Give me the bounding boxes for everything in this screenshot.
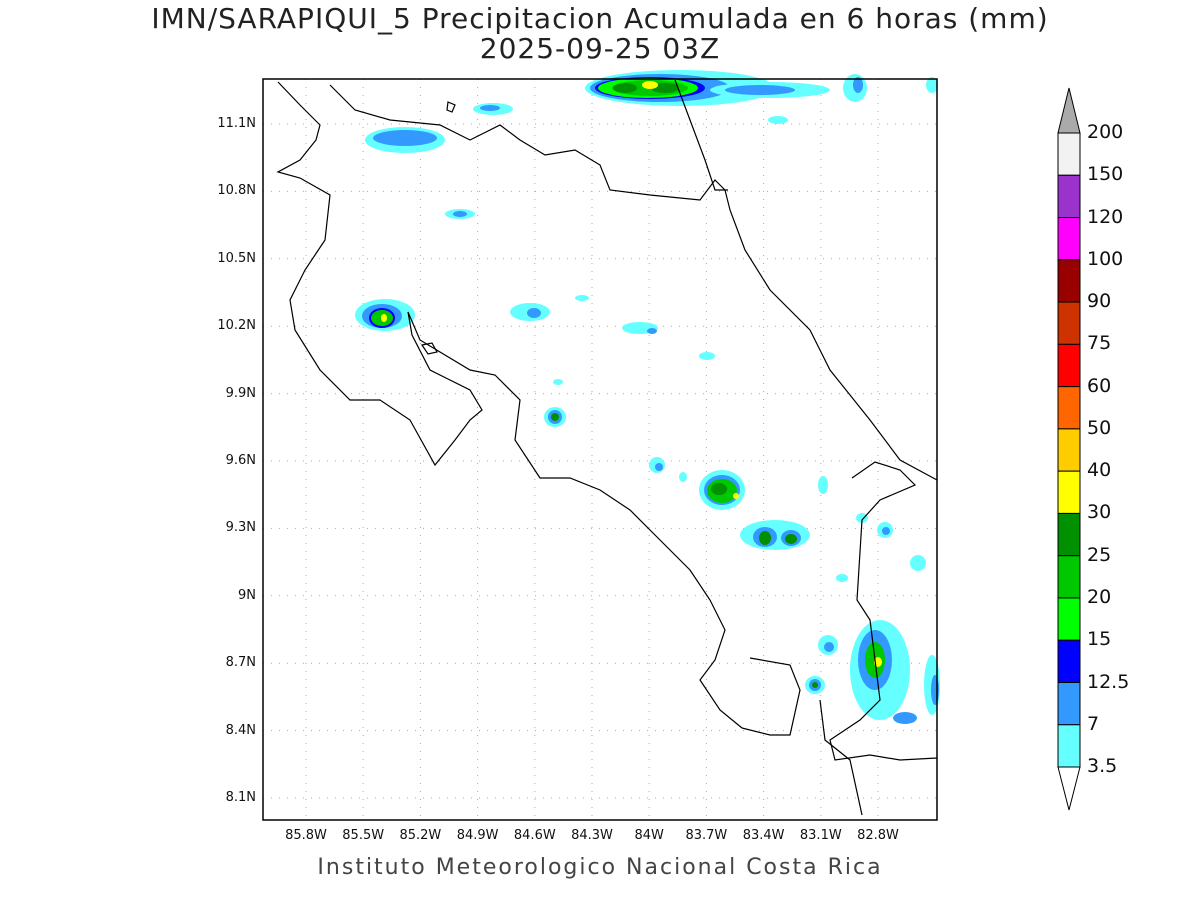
lon-tick-label: 85.5W — [342, 828, 385, 843]
colorbar-over-arrow — [1057, 87, 1081, 134]
colorbar-label: 60 — [1087, 374, 1112, 397]
map-frame — [262, 78, 938, 821]
lat-tick-label: 9.9N — [225, 385, 256, 401]
colorbar-swatch — [1057, 217, 1081, 261]
lon-tick-label: 82.8W — [857, 828, 899, 843]
colorbar-label: 100 — [1087, 247, 1124, 270]
gridlines — [263, 79, 937, 820]
lat-tick-label: 11.1N — [217, 116, 256, 131]
lat-tick-label: 8.7N — [225, 655, 256, 671]
colorbar-label: 20 — [1087, 585, 1112, 608]
colorbar-under-arrow — [1057, 766, 1081, 811]
colorbar-label: 50 — [1087, 416, 1112, 439]
lat-tick-label: 8.1N — [225, 790, 256, 805]
lat-tick-label: 9.6N — [225, 453, 256, 468]
map-title: IMN/SARAPIQUI_5 Precipitacion Acumulada … — [151, 2, 1049, 35]
lat-tick-label: 10.8N — [217, 183, 256, 199]
colorbar-label: 3.5 — [1087, 755, 1118, 778]
colorbar-label: 200 — [1087, 121, 1124, 143]
lon-tick-label: 83.1W — [799, 828, 842, 843]
colorbar-swatch — [1057, 174, 1081, 219]
colorbar — [1057, 87, 1081, 811]
colorbar-swatch — [1057, 132, 1081, 176]
colorbar-swatch — [1057, 343, 1081, 388]
lon-tick-label: 83.7W — [685, 828, 728, 843]
lon-tick-label: 84W — [634, 828, 664, 843]
lon-tick-label: 85.2W — [399, 828, 442, 843]
colorbar-label: 120 — [1087, 205, 1124, 228]
colorbar-swatch — [1057, 597, 1081, 641]
colorbar-label: 15 — [1087, 628, 1112, 651]
lon-tick-label: 83.4W — [742, 828, 785, 843]
colorbar-swatch — [1057, 639, 1081, 684]
colorbar-swatch — [1057, 512, 1081, 557]
colorbar-label: 40 — [1087, 459, 1112, 482]
lon-tick-label: 84.6W — [513, 828, 556, 843]
colorbar-swatch — [1057, 470, 1081, 514]
colorbar-label: 150 — [1087, 163, 1124, 186]
lat-tick-label: 9N — [238, 587, 256, 603]
colorbar-label: 90 — [1087, 290, 1112, 313]
colorbar-swatch — [1057, 555, 1081, 599]
colorbar-swatch — [1057, 724, 1081, 768]
lat-tick-label: 8.4N — [225, 722, 256, 738]
colorbar-label: 75 — [1087, 332, 1112, 355]
colorbar-label: 25 — [1087, 543, 1112, 566]
lat-tick-label: 10.2N — [217, 318, 256, 334]
lon-tick-label: 84.3W — [571, 828, 613, 843]
colorbar-swatch — [1057, 428, 1081, 472]
colorbar-label: 7 — [1087, 712, 1100, 735]
colorbar-label: 30 — [1087, 501, 1112, 524]
lon-tick-label: 85.8W — [285, 828, 327, 843]
map-datetime: 2025-09-25 03Z — [479, 32, 721, 65]
colorbar-swatch — [1057, 301, 1081, 345]
colorbar-swatch — [1057, 259, 1081, 303]
colorbar-swatch — [1057, 682, 1081, 726]
colorbar-swatch — [1057, 386, 1081, 430]
lat-tick-label: 9.3N — [225, 520, 256, 536]
colorbar-label: 12.5 — [1087, 670, 1130, 693]
footer-credit: Instituto Meteorologico Nacional Costa R… — [317, 855, 883, 880]
lon-tick-label: 84.9W — [456, 828, 499, 843]
lat-tick-label: 10.5N — [217, 250, 256, 266]
precipitation-field — [355, 70, 940, 724]
coastline — [276, 79, 938, 816]
